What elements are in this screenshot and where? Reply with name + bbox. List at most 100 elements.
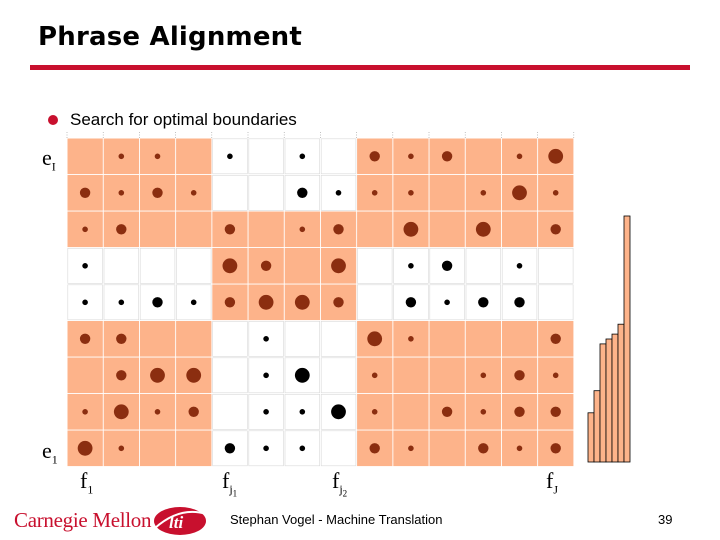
alignment-dot [118,299,125,306]
matrix-cell [465,357,502,394]
bullet-item: Search for optimal boundaries [48,109,297,131]
alignment-dot [294,367,310,383]
matrix-cell [393,211,429,248]
alignment-dot [550,406,561,417]
matrix-cell [465,175,502,211]
alignment-dot [224,297,236,308]
matrix-cell [67,248,103,284]
alignment-dot [190,190,197,196]
matrix-cell [248,211,284,248]
matrix-cell [139,430,176,467]
alignment-dot [222,258,238,274]
alignment-dot [299,445,306,452]
alignment-dot [514,370,525,381]
histogram-bar [593,390,601,463]
matrix-cell [320,393,357,430]
matrix-cell [176,430,212,467]
matrix-cell [67,284,103,321]
lti-logo-text: lti [169,513,183,532]
alignment-dot [371,409,378,415]
matrix-cell [357,138,393,175]
matrix-cell [429,138,465,175]
matrix-cell [320,430,357,467]
alignment-dot [118,445,125,452]
alignment-dot [552,190,559,196]
matrix-cell [67,430,103,467]
matrix-cell [538,248,574,284]
matrix-cell [501,393,538,430]
matrix-cell [429,320,465,357]
matrix-cell [284,284,321,321]
matrix-cell [357,284,393,321]
alignment-dot [263,372,269,379]
matrix-cell [103,175,140,211]
matrix-cell [465,320,502,357]
matrix-cell [248,138,284,175]
alignment-dot [408,190,414,196]
alignment-dot [227,153,233,160]
label-f1: f1 [80,468,94,497]
matrix-cell [429,175,465,211]
matrix-cell [103,248,140,284]
matrix-cell [67,320,103,357]
matrix-cell [320,211,357,248]
matrix-cell [139,248,176,284]
matrix-cell [284,393,321,430]
histogram-bar [623,215,631,463]
matrix-cell [429,430,465,467]
matrix-cell [357,211,393,248]
alignment-dot [441,151,453,162]
alignment-dot [512,185,527,201]
alignment-dot [331,258,346,274]
alignment-dot [294,294,310,310]
alignment-dot [263,445,269,452]
matrix-cell [501,320,538,357]
alignment-dot [475,221,491,237]
alignment-dot [154,153,161,160]
alignment-dot [152,297,163,308]
alignment-dot [188,406,199,417]
matrix-cell [103,138,140,175]
matrix-cell [538,284,574,321]
alignment-dot [82,226,88,233]
matrix-cell [67,357,103,394]
matrix-cell [357,248,393,284]
bullet-icon [48,115,58,125]
alignment-dot [299,409,306,415]
footer-text: Stephan Vogel - Machine Translation [230,512,443,527]
matrix-cell [139,211,176,248]
matrix-cell [284,357,321,394]
matrix-cell [357,393,393,430]
matrix-cell [429,284,465,321]
matrix-cell [465,211,502,248]
matrix-cell [320,138,357,175]
matrix-cell [538,393,574,430]
matrix-cell [501,138,538,175]
alignment-dot [516,263,523,269]
alignment-dot [154,409,161,415]
alignment-dot [408,445,414,452]
matrix-cell [139,175,176,211]
matrix-cell [176,138,212,175]
histogram-bar [605,338,613,463]
alignment-dot [260,260,272,271]
matrix-cell [501,175,538,211]
matrix-cell [139,357,176,394]
matrix-cell [103,357,140,394]
alignment-dot [258,294,274,310]
alignment-dot [514,406,525,417]
alignment-dot [113,404,129,420]
alignment-dot [299,153,306,160]
matrix-cell [357,320,393,357]
matrix-cell [501,248,538,284]
alignment-dot [116,224,127,235]
label-e-bottom: e1 [42,438,58,467]
alignment-dot [550,443,561,454]
matrix-cell [357,175,393,211]
alignment-dot [152,187,163,198]
matrix-cell [538,320,574,357]
alignment-dot [82,263,88,269]
alignment-dot [480,409,487,415]
matrix-cell [212,284,248,321]
